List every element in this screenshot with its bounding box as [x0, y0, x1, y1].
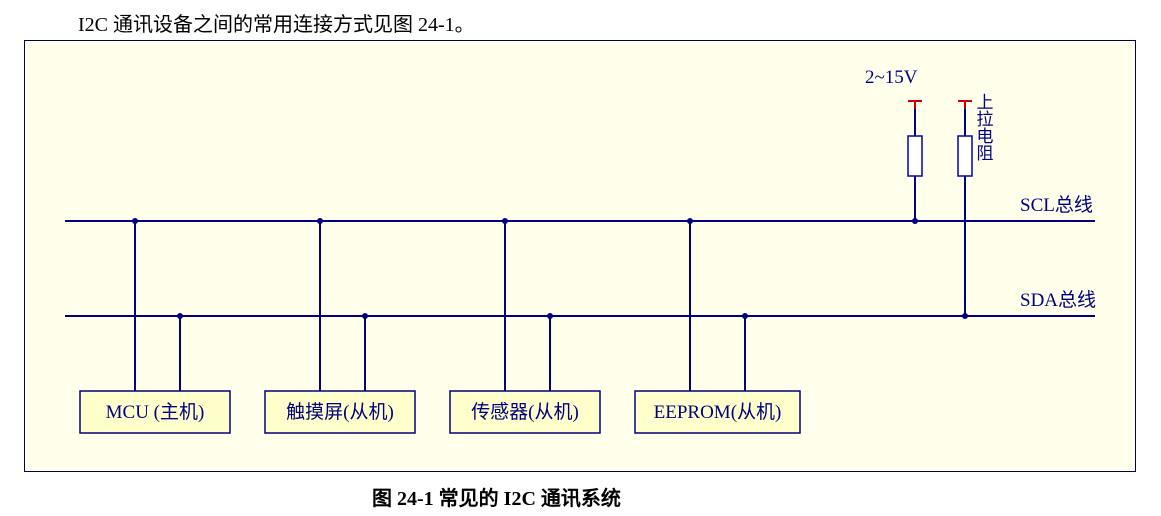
pullup-resistor-scl: [908, 136, 922, 176]
intro-text: I2C 通讯设备之间的常用连接方式见图 24-1。: [78, 8, 475, 37]
device-label: MCU (主机): [106, 401, 205, 423]
sda-label: SDA总线: [1020, 289, 1096, 311]
pullup-resistor-sda: [958, 136, 972, 176]
device-label: 传感器(从机): [471, 401, 579, 423]
device-label: EEPROM(从机): [654, 401, 782, 423]
device-label: 触摸屏(从机): [286, 401, 394, 423]
i2c-diagram: SCL总线 SDA总线 2~15V 上拉电阻 MCU (主机) 触摸屏(从机) 传感器(从机…: [24, 40, 1136, 472]
voltage-label: 2~15V: [865, 67, 918, 88]
scl-label: SCL总线: [1020, 194, 1093, 216]
figure-caption: 图 24-1 常见的 I2C 通讯系统: [372, 482, 621, 511]
pullup-label: 上拉电阻: [974, 93, 994, 161]
